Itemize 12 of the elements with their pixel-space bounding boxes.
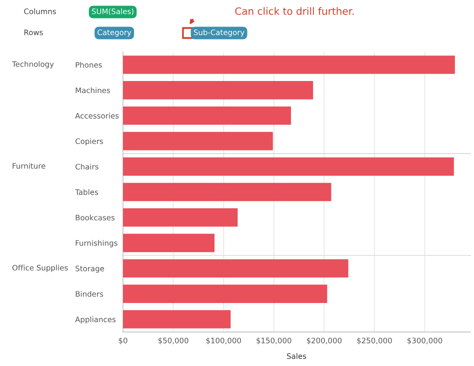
bar: [123, 157, 454, 176]
bar: [123, 234, 215, 252]
bar: [123, 310, 231, 328]
bar: [123, 132, 273, 150]
bar: [123, 106, 291, 125]
text: Can click to drill further.: [235, 7, 354, 15]
bar: [123, 56, 455, 74]
bar: [123, 208, 238, 227]
bar: [123, 259, 348, 278]
bar: [123, 81, 314, 100]
bar: [123, 284, 328, 303]
bar: [123, 182, 332, 202]
